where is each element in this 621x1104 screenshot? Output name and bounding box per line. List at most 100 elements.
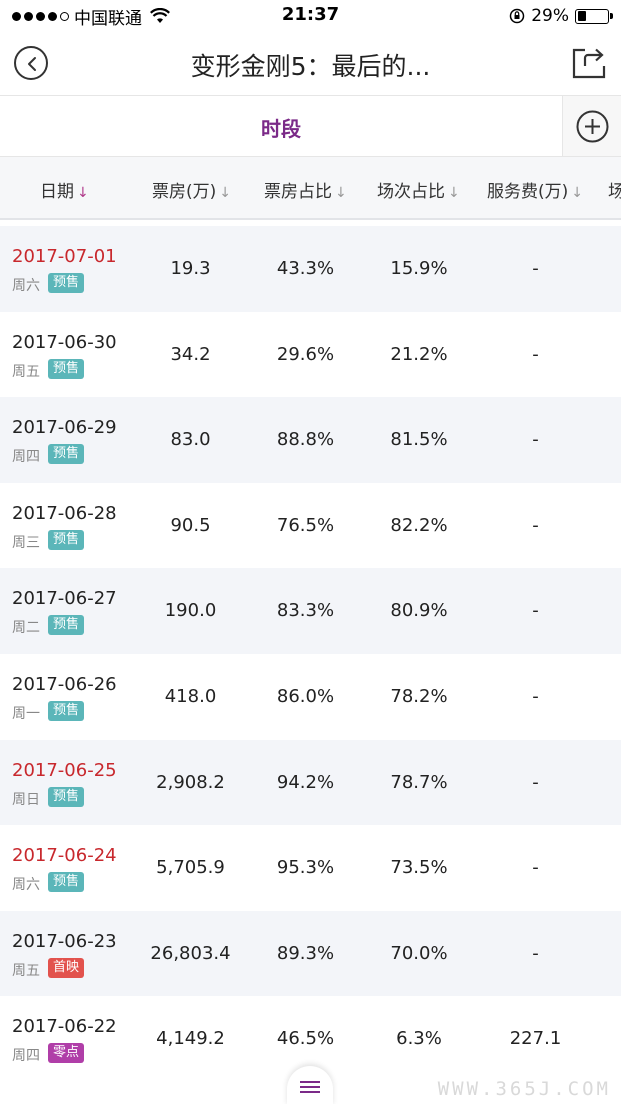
row-date: 2017-06-27 bbox=[12, 588, 117, 610]
row-box-share: 83.3% bbox=[276, 600, 335, 622]
plus-circle-icon bbox=[576, 110, 609, 143]
row-box-office: 4,149.2 bbox=[156, 1028, 225, 1050]
header-box-office[interactable]: 票房(万) ↓ bbox=[152, 177, 231, 202]
table-row[interactable]: 2017-06-29 周四 预售 83.0 88.8% 81.5% - bbox=[0, 397, 621, 483]
menu-icon bbox=[300, 1081, 320, 1093]
row-box-share: 29.6% bbox=[276, 343, 335, 365]
data-table: 2017-07-01 周六 预售 19.3 43.3% 15.9% -2017-06-30 周… bbox=[0, 226, 621, 1082]
row-box-office: 19.3 bbox=[170, 258, 211, 279]
header-more[interactable]: 场 bbox=[608, 177, 621, 202]
header-show-share[interactable]: 场次占比 ↓ bbox=[377, 177, 460, 202]
table-row[interactable]: 2017-06-28 周三 预售 90.5 76.5% 82.2% - bbox=[0, 483, 621, 569]
row-weekday: 周四 bbox=[12, 449, 40, 466]
sort-down-icon: ↓ bbox=[219, 185, 231, 201]
watermark: WWW.365J.COM bbox=[437, 1078, 611, 1100]
back-button[interactable] bbox=[14, 46, 48, 80]
row-date: 2017-06-24 bbox=[12, 845, 117, 867]
battery-percent: 29% bbox=[531, 6, 569, 26]
row-service-fee: - bbox=[532, 600, 539, 622]
row-status-badge: 预售 bbox=[48, 529, 85, 550]
status-left: 中国联通 bbox=[12, 6, 170, 29]
row-weekday: 周六 bbox=[12, 877, 40, 894]
nav-bar: 变形金刚5：最后的... bbox=[0, 32, 621, 96]
row-weekday: 周四 bbox=[12, 1048, 40, 1065]
header-service-fee[interactable]: 服务费(万) ↓ bbox=[487, 177, 583, 202]
menu-handle[interactable] bbox=[287, 1066, 333, 1104]
row-weekday: 周三 bbox=[12, 534, 40, 551]
status-time: 21:37 bbox=[281, 4, 340, 25]
row-box-office: 418.0 bbox=[164, 685, 217, 707]
table-row[interactable]: 2017-06-22 周四 零点 4,149.2 46.5% 6.3% 227.1 bbox=[0, 996, 621, 1082]
row-date: 2017-06-30 bbox=[12, 331, 117, 353]
table-row[interactable]: 2017-06-30 周五 预售 34.2 29.6% 21.2% - bbox=[0, 312, 621, 398]
row-show-share: 73.5% bbox=[390, 857, 448, 879]
carrier-name: 中国联通 bbox=[74, 8, 142, 29]
row-status-badge: 首映 bbox=[48, 957, 85, 978]
row-box-office: 83.0 bbox=[170, 429, 211, 451]
sort-down-icon: ↓ bbox=[571, 185, 583, 201]
row-show-share: 80.9% bbox=[390, 600, 448, 622]
row-box-office: 2,908.2 bbox=[156, 771, 225, 793]
row-box-share: 88.8% bbox=[276, 429, 335, 451]
row-status-badge: 预售 bbox=[48, 273, 85, 293]
row-status-badge: 预售 bbox=[48, 358, 85, 379]
table-row[interactable]: 2017-07-01 周六 预售 19.3 43.3% 15.9% - bbox=[0, 226, 621, 312]
table-row[interactable]: 2017-06-25 周日 预售 2,908.2 94.2% 78.7% - bbox=[0, 739, 621, 826]
row-date: 2017-07-01 bbox=[12, 246, 117, 267]
row-weekday: 周二 bbox=[12, 620, 40, 637]
header-box-share[interactable]: 票房占比 ↓ bbox=[264, 177, 347, 202]
row-service-fee: - bbox=[532, 258, 539, 279]
sort-down-icon: ↓ bbox=[77, 185, 89, 201]
row-status-badge: 零点 bbox=[48, 1043, 85, 1064]
row-service-fee: - bbox=[532, 685, 539, 707]
row-service-fee: 227.1 bbox=[509, 1028, 562, 1050]
share-icon[interactable] bbox=[571, 44, 607, 80]
table-row[interactable]: 2017-06-23 周五 首映 26,803.4 89.3% 70.0% - bbox=[0, 910, 621, 997]
tab-time-period[interactable]: 时段 bbox=[261, 117, 301, 141]
row-box-office: 26,803.4 bbox=[150, 942, 231, 964]
row-weekday: 周五 bbox=[12, 962, 40, 979]
row-status-badge: 预售 bbox=[48, 786, 85, 807]
row-service-fee: - bbox=[532, 771, 539, 793]
row-weekday: 周六 bbox=[12, 278, 40, 294]
battery-icon bbox=[575, 8, 613, 24]
row-weekday: 周一 bbox=[12, 705, 40, 722]
row-service-fee: - bbox=[532, 429, 539, 451]
header-date[interactable]: 日期 ↓ bbox=[40, 177, 89, 202]
header-service-fee-label: 服务费(万) bbox=[487, 182, 569, 202]
row-box-share: 86.0% bbox=[276, 685, 335, 707]
header-show-share-label: 场次占比 bbox=[377, 182, 445, 202]
table-row[interactable]: 2017-06-27 周二 预售 190.0 83.3% 80.9% - bbox=[0, 568, 621, 654]
row-box-share: 46.5% bbox=[276, 1028, 335, 1050]
page-title: 变形金刚5：最后的... bbox=[190, 52, 431, 81]
row-service-fee: - bbox=[532, 857, 539, 879]
row-status-badge: 预售 bbox=[48, 444, 85, 465]
table-row[interactable]: 2017-06-24 周六 预售 5,705.9 95.3% 73.5% - bbox=[0, 825, 621, 911]
row-date: 2017-06-26 bbox=[12, 673, 117, 695]
row-box-share: 89.3% bbox=[276, 942, 335, 964]
add-button[interactable] bbox=[562, 96, 621, 156]
sort-down-icon: ↓ bbox=[335, 185, 347, 201]
tab-row: 时段 bbox=[0, 96, 621, 157]
table-header: 日期 ↓ 票房(万) ↓ 票房占比 ↓ 场次占比 ↓ 服务费(万) ↓ 场 bbox=[0, 157, 621, 220]
row-date: 2017-06-29 bbox=[12, 417, 117, 439]
table-row[interactable]: 2017-06-26 周一 预售 418.0 86.0% 78.2% - bbox=[0, 654, 621, 740]
row-weekday: 周日 bbox=[12, 791, 40, 808]
row-box-share: 95.3% bbox=[276, 857, 335, 879]
row-show-share: 15.9% bbox=[390, 258, 448, 279]
row-box-share: 43.3% bbox=[276, 258, 335, 279]
chevron-left-icon bbox=[28, 57, 36, 71]
row-show-share: 78.2% bbox=[390, 685, 448, 707]
row-show-share: 6.3% bbox=[396, 1028, 442, 1050]
signal-strength-icon bbox=[12, 11, 69, 21]
header-box-share-label: 票房占比 bbox=[264, 182, 332, 202]
row-service-fee: - bbox=[532, 942, 539, 964]
rotation-lock-icon bbox=[509, 8, 525, 24]
row-date: 2017-06-28 bbox=[12, 502, 117, 524]
row-service-fee: - bbox=[532, 343, 539, 365]
row-box-share: 76.5% bbox=[276, 514, 335, 536]
status-bar: 中国联通 21:37 29% bbox=[0, 0, 621, 32]
sort-down-icon: ↓ bbox=[448, 185, 460, 201]
battery-fill bbox=[577, 11, 586, 21]
row-status-badge: 预售 bbox=[48, 615, 85, 636]
